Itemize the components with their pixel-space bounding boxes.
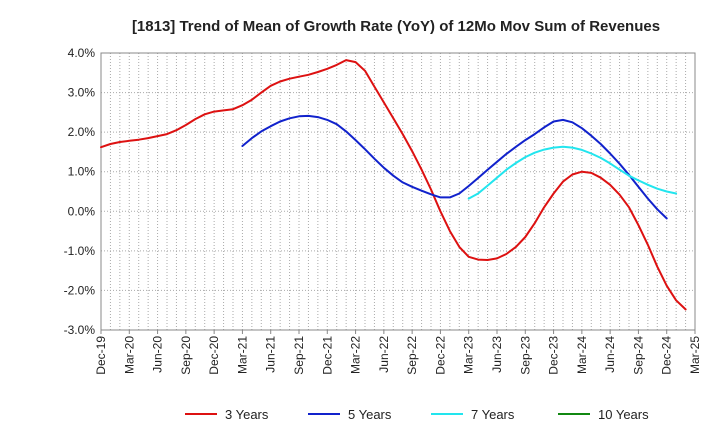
y-axis: 4.0% 3.0% 2.0% 1.0% 0.0% -1.0% -2.0% -3.0%	[64, 46, 96, 337]
x-tick-label: Sep-20	[179, 336, 193, 375]
x-tick-label: Jun-22	[377, 336, 391, 373]
series-line-7-years	[467, 145, 678, 200]
y-tick-label: -1.0%	[64, 244, 96, 258]
x-tick-label: Mar-20	[122, 336, 136, 374]
y-tick-label: 2.0%	[68, 125, 96, 139]
y-tick-label: 4.0%	[68, 46, 96, 60]
x-tick-label: Mar-23	[462, 336, 476, 374]
grid	[101, 53, 695, 330]
y-tick-label: -2.0%	[64, 283, 96, 297]
legend-label-7-years: 7 Years	[471, 407, 515, 422]
x-tick-label: Mar-21	[235, 336, 249, 374]
legend: 3 Years 5 Years 7 Years 10 Years	[185, 407, 649, 422]
x-tick-label: Dec-21	[320, 336, 334, 375]
x-tick-label: Dec-23	[547, 336, 561, 375]
x-axis: Dec-19 Mar-20 Jun-20 Sep-20 Dec-20 Mar-21 Jun-…	[94, 330, 702, 375]
x-tick-label: Jun-24	[603, 336, 617, 373]
legend-label-3-years: 3 Years	[225, 407, 269, 422]
legend-label-10-years: 10 Years	[598, 407, 649, 422]
y-tick-label: -3.0%	[64, 323, 96, 337]
series-line-5-years	[241, 114, 668, 220]
x-tick-label: Sep-24	[631, 336, 645, 375]
x-tick-label: Sep-22	[405, 336, 419, 375]
x-tick-label: Dec-19	[94, 336, 108, 375]
x-tick-label: Sep-21	[292, 336, 306, 375]
y-tick-label: 0.0%	[68, 204, 96, 218]
x-tick-label: Dec-20	[207, 336, 221, 375]
x-tick-label: Mar-24	[575, 336, 589, 374]
x-tick-label: Sep-23	[518, 336, 532, 375]
series-lines	[100, 59, 687, 311]
x-tick-label: Mar-25	[688, 336, 702, 374]
plot-area-frame	[100, 52, 696, 331]
y-tick-label: 1.0%	[68, 165, 96, 179]
series-line-3-years	[100, 59, 687, 311]
x-tick-label: Dec-22	[433, 336, 447, 375]
legend-label-5-years: 5 Years	[348, 407, 392, 422]
x-tick-label: Jun-20	[151, 336, 165, 373]
x-tick-label: Dec-24	[660, 336, 674, 375]
y-tick-label: 3.0%	[68, 86, 96, 100]
chart-title: [1813] Trend of Mean of Growth Rate (YoY…	[132, 18, 660, 35]
x-tick-label: Jun-21	[264, 336, 278, 373]
x-tick-label: Jun-23	[490, 336, 504, 373]
x-tick-label: Mar-22	[349, 336, 363, 374]
